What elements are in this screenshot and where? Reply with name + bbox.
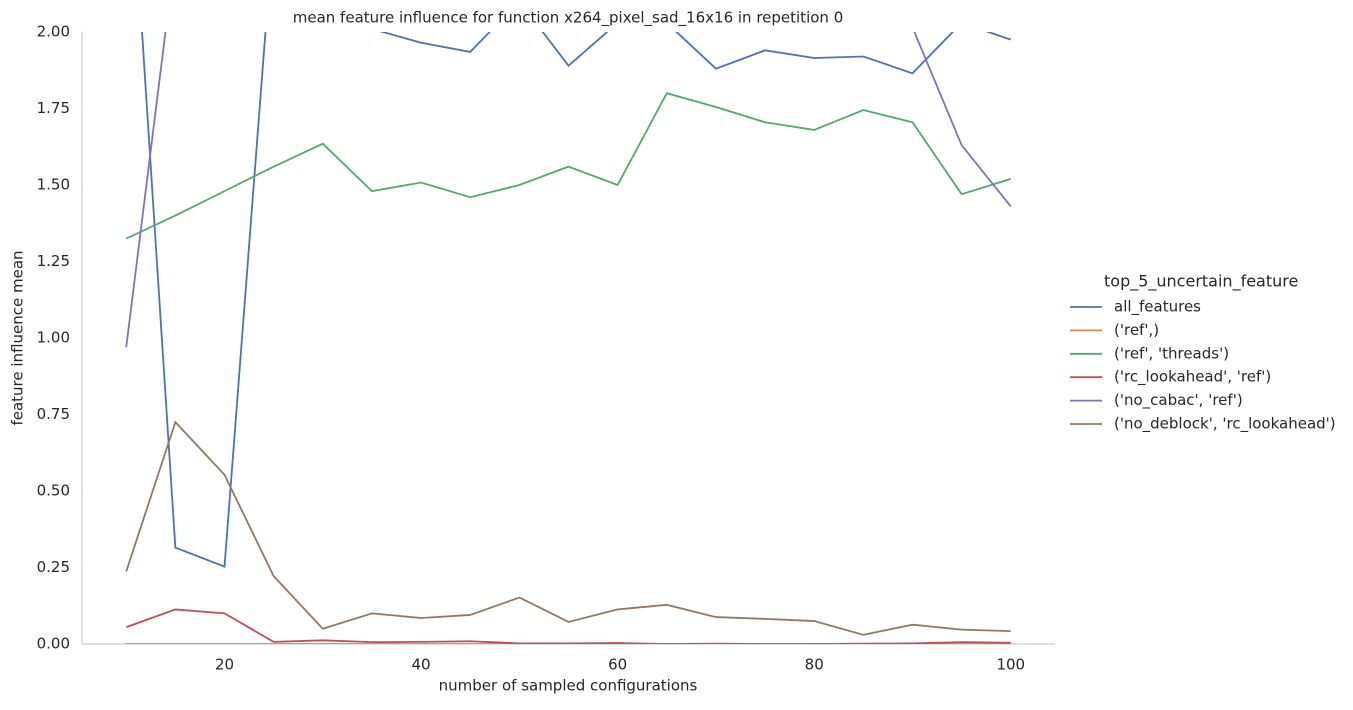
legend-label: all_features [1114,298,1201,317]
x-tick-label: 100 [996,656,1025,674]
y-tick-label: 0.25 [37,558,70,576]
y-tick-label: 0.00 [37,635,70,653]
legend-title: top_5_uncertain_feature [1104,272,1298,292]
y-tick-label: 0.75 [37,405,70,423]
y-tick-label: 2.00 [37,23,70,41]
legend-label: ('ref',) [1114,321,1159,339]
chart-title: mean feature influence for function x264… [293,9,843,28]
series-line [125,420,1011,636]
series-line [125,608,1011,644]
series-line [141,32,1012,568]
y-tick-label: 1.75 [37,99,70,117]
legend-label: ('rc_lookahead', 'ref') [1114,368,1271,387]
y-tick-label: 1.50 [37,176,70,194]
y-axis-label: feature influence mean [9,250,27,425]
legend-label: ('no_deblock', 'rc_lookahead') [1114,415,1336,434]
y-tick-label: 0.50 [37,482,70,500]
x-tick-label: 80 [805,656,824,674]
plot-area [125,32,1012,644]
y-tick-label: 1.00 [37,329,70,347]
legend-label: ('no_cabac', 'ref') [1114,391,1243,410]
series-line [125,92,1012,240]
x-tick-label: 60 [608,656,627,674]
y-tick-label: 1.25 [37,252,70,270]
legend-label: ('ref', 'threads') [1114,344,1229,362]
x-tick-label: 40 [412,656,431,674]
x-tick-label: 20 [215,656,234,674]
x-axis-label: number of sampled configurations [439,677,698,695]
